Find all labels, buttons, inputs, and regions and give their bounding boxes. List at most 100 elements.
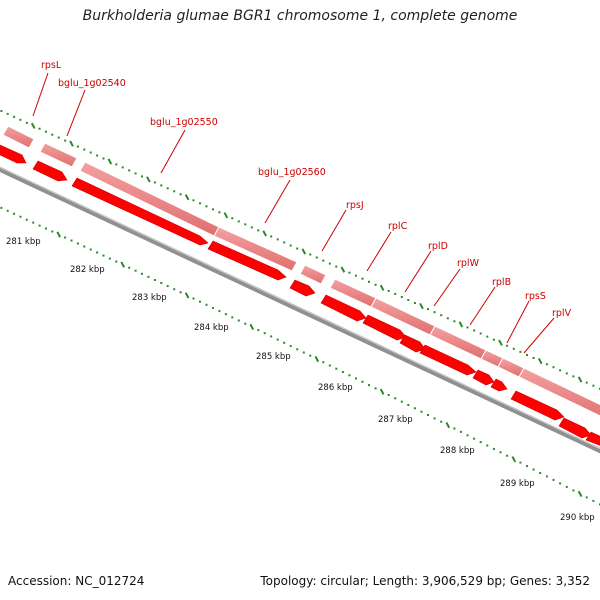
- minor-tick: [44, 227, 47, 230]
- arrow-rplD: [362, 314, 407, 341]
- minor-tick: [44, 130, 47, 133]
- gene-label: rplV: [552, 308, 572, 319]
- gene-label: bglu_1g02550: [150, 117, 218, 128]
- minor-tick: [102, 157, 105, 160]
- major-tick: [445, 421, 451, 429]
- minor-tick: [231, 217, 234, 220]
- major-tick: [301, 248, 307, 255]
- minor-tick: [289, 345, 292, 348]
- minor-tick: [205, 303, 208, 306]
- major-tick: [120, 261, 125, 268]
- minor-tick: [64, 236, 67, 239]
- minor-tick: [433, 311, 436, 314]
- map-title: Burkholderia glumae BGR1 chromosome 1, c…: [82, 8, 518, 24]
- minor-tick: [19, 118, 22, 121]
- major-tick: [107, 158, 113, 165]
- minor-tick: [446, 317, 449, 320]
- minor-tick: [224, 313, 227, 316]
- minor-tick: [102, 254, 105, 257]
- minor-tick: [13, 115, 16, 118]
- minor-tick: [453, 320, 456, 323]
- accession-text: Accession: NC_012724: [8, 574, 145, 588]
- minor-tick: [166, 187, 169, 190]
- minor-tick: [199, 202, 201, 205]
- minor-tick: [51, 230, 54, 233]
- minor-tick: [38, 224, 41, 227]
- minor-tick: [335, 367, 338, 370]
- leader-rplW: [433, 268, 461, 307]
- minor-tick: [526, 354, 528, 356]
- minor-tick: [128, 266, 131, 269]
- gene-label: rpsJ: [346, 200, 364, 211]
- minor-tick: [231, 316, 234, 319]
- minor-tick: [526, 465, 528, 468]
- minor-tick: [348, 374, 351, 377]
- major-tick: [498, 339, 503, 346]
- major-tick: [146, 176, 151, 183]
- minor-tick: [354, 377, 357, 380]
- kbp-label: 281 kbp: [6, 237, 41, 247]
- gene-label: bglu_1g02540: [58, 78, 126, 89]
- minor-tick: [19, 215, 22, 218]
- minor-tick: [545, 363, 548, 366]
- major-tick: [69, 140, 74, 147]
- minor-tick: [134, 269, 137, 272]
- kbp-label: 288 kbp: [440, 446, 475, 456]
- minor-tick: [205, 205, 208, 208]
- minor-tick: [440, 314, 443, 317]
- minor-tick: [585, 496, 588, 499]
- arrow-rplV: [490, 378, 508, 392]
- outer-tick-ruler: [0, 110, 600, 390]
- minor-tick: [387, 394, 390, 396]
- minor-tick: [407, 404, 410, 406]
- minor-tick: [400, 296, 403, 298]
- minor-tick: [64, 139, 67, 142]
- minor-tick: [166, 285, 169, 288]
- band-rpsL: [2, 125, 35, 149]
- minor-tick: [96, 251, 99, 254]
- leader-rpsJ: [321, 209, 347, 252]
- minor-tick: [499, 451, 502, 454]
- minor-tick: [565, 372, 568, 375]
- band-rpsJ: [299, 264, 327, 285]
- minor-tick: [506, 454, 509, 457]
- minor-tick: [387, 289, 390, 292]
- band-bglu-1g02540: [39, 142, 78, 168]
- major-tick: [458, 321, 464, 328]
- gene-label: rplW: [457, 258, 480, 269]
- kbp-label: 283 kbp: [132, 293, 167, 303]
- minor-tick: [506, 344, 509, 347]
- leader-rpsS: [506, 300, 530, 344]
- leader-rplC: [366, 231, 392, 272]
- major-tick: [511, 456, 517, 463]
- gene-arrows: [0, 144, 600, 446]
- minor-tick: [459, 430, 462, 433]
- minor-tick: [302, 351, 305, 354]
- minor-tick: [257, 329, 260, 332]
- arrow-next-2: [558, 417, 592, 439]
- minor-tick: [38, 127, 41, 130]
- kbp-label: 287 kbp: [378, 415, 413, 425]
- minor-tick: [134, 172, 137, 175]
- band-bglu-1g02560: [213, 226, 298, 272]
- minor-tick: [466, 326, 469, 329]
- leader-rplB: [469, 286, 496, 326]
- minor-tick: [354, 274, 357, 277]
- minor-tick: [453, 427, 456, 430]
- gene-label: rplB: [492, 277, 511, 288]
- gene-labels: rpsL bglu_1g02540 bglu_1g02550 bglu_1g02…: [41, 60, 572, 319]
- minor-tick: [394, 292, 397, 295]
- minor-tick: [76, 145, 79, 148]
- gene-label: rplD: [428, 241, 448, 252]
- minor-tick: [276, 238, 279, 241]
- minor-tick: [160, 184, 163, 187]
- minor-tick: [263, 332, 266, 335]
- gene-label: rpsL: [41, 60, 62, 71]
- minor-tick: [289, 244, 292, 247]
- minor-tick: [108, 257, 111, 260]
- inner-tick-ruler: [0, 206, 600, 506]
- minor-tick: [559, 482, 562, 485]
- major-tick: [184, 292, 190, 299]
- minor-tick: [407, 299, 410, 301]
- minor-tick: [173, 190, 176, 193]
